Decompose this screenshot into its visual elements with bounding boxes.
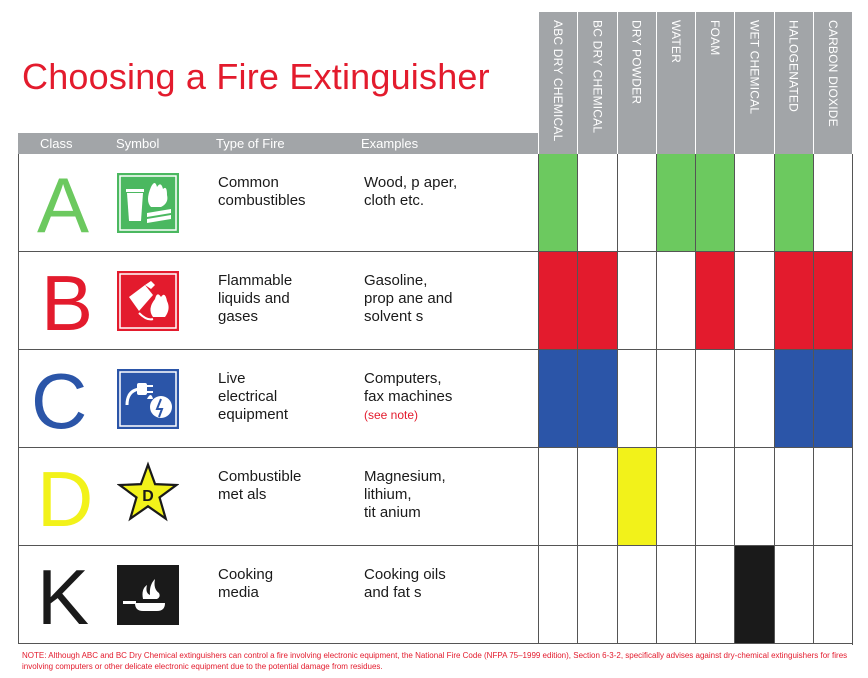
extinguisher-column-header: WET CHEMICAL <box>734 12 773 154</box>
examples: Gasoline, prop ane and solvent s <box>364 272 452 326</box>
see-note-link: (see note) <box>364 408 419 422</box>
examples-text: Computers, fax machines <box>364 370 453 405</box>
extinguisher-column-header: BC DRY CHEMICAL <box>577 12 616 154</box>
incompatible-cell <box>655 448 695 546</box>
fire-class-row: B Flammable liquids and gases Gasoline, pr… <box>18 252 538 350</box>
grid-right-border <box>852 154 853 645</box>
incompatible-cell <box>734 252 774 350</box>
extinguisher-name: WET CHEMICAL <box>747 20 762 115</box>
incompatible-cell <box>734 448 774 546</box>
incompatible-cell <box>773 546 813 644</box>
extinguisher-column-header: DRY POWDER <box>616 12 656 154</box>
extinguisher-name: DRY POWDER <box>629 20 644 105</box>
fuel-can-fire-icon <box>117 270 179 332</box>
extinguisher-column-header: WATER <box>655 12 695 154</box>
compatible-cell <box>695 252 735 350</box>
fire-class-row: C Live electrical equipment Computers, fax… <box>18 350 538 448</box>
compatible-cell <box>577 350 617 448</box>
incompatible-cell <box>812 448 852 546</box>
class-letter: K <box>37 553 90 641</box>
examples-text: Gasoline, prop ane and solvent s <box>364 272 453 325</box>
incompatible-cell <box>577 154 617 252</box>
incompatible-cell <box>616 252 656 350</box>
examples: Wood, p aper, cloth etc. <box>364 174 457 210</box>
incompatible-cell <box>695 350 735 448</box>
extinguisher-column-header: HALOGENATED <box>773 12 813 154</box>
type-of-fire: Common combustibles <box>218 174 306 209</box>
incompatible-cell <box>655 350 695 448</box>
class-letter: B <box>41 259 94 347</box>
incompatible-cell <box>577 546 617 644</box>
type-of-fire: Combustible met als <box>218 468 302 503</box>
table-header-bar: Class Symbol Type of Fire Examples <box>18 133 538 154</box>
type-of-fire: Flammable liquids and gases <box>218 272 293 325</box>
header-symbol: Symbol <box>116 136 160 151</box>
extinguisher-name: FOAM <box>708 20 722 56</box>
compatible-cell <box>538 154 578 252</box>
extinguisher-column-header: CARBON DIOXIDE <box>812 12 852 154</box>
incompatible-cell <box>734 154 774 252</box>
extinguisher-name: HALOGENATED <box>786 20 801 112</box>
header-class: Class <box>40 136 73 151</box>
incompatible-cell <box>616 350 656 448</box>
incompatible-cell <box>655 546 695 644</box>
class-letter: C <box>31 357 88 445</box>
electrical-plug-fire-icon <box>117 368 179 430</box>
extinguisher-name: ABC DRY CHEMICAL <box>551 20 565 142</box>
header-examples: Examples <box>361 136 419 151</box>
examples: Cooking oils and fat s <box>364 566 446 602</box>
extinguisher-column-header: ABC DRY CHEMICAL <box>538 12 577 154</box>
footnote: NOTE: Although ABC and BC Dry Chemical e… <box>22 651 848 671</box>
incompatible-cell <box>812 154 852 252</box>
examples-text: Magnesium, lithium, tit anium <box>364 468 446 521</box>
incompatible-cell <box>655 252 695 350</box>
compatible-cell <box>577 252 617 350</box>
svg-text:D: D <box>142 488 154 505</box>
compatible-cell <box>734 546 774 644</box>
compatible-cell <box>538 350 578 448</box>
compatible-cell <box>695 154 735 252</box>
fire-class-row: K Cooking media Cooking oils and fat s <box>18 546 538 644</box>
examples: Magnesium, lithium, tit anium <box>364 468 446 522</box>
header-type-of-fire: Type of Fire <box>216 136 285 151</box>
incompatible-cell <box>773 448 813 546</box>
incompatible-cell <box>616 154 656 252</box>
star-d-icon: D <box>117 461 179 524</box>
compatible-cell <box>538 252 578 350</box>
incompatible-cell <box>695 546 735 644</box>
class-letter: A <box>37 161 90 249</box>
incompatible-cell <box>734 350 774 448</box>
examples-text: Cooking oils and fat s <box>364 566 446 601</box>
compatible-cell <box>655 154 695 252</box>
incompatible-cell <box>616 546 656 644</box>
extinguisher-name: CARBON DIOXIDE <box>825 20 840 127</box>
page-title: Choosing a Fire Extinguisher <box>22 56 490 97</box>
incompatible-cell <box>695 448 735 546</box>
incompatible-cell <box>812 546 852 644</box>
examples: Computers, fax machines (see note) <box>364 370 452 424</box>
fire-class-row: A Common combustibles Wood, p aper, cloth … <box>18 154 538 252</box>
compatible-cell <box>773 252 813 350</box>
incompatible-cell <box>577 448 617 546</box>
type-of-fire: Cooking media <box>218 566 274 601</box>
compatible-cell <box>773 154 813 252</box>
extinguisher-name: WATER <box>668 20 683 63</box>
frying-pan-fire-icon <box>117 564 179 626</box>
incompatible-cell <box>538 546 578 644</box>
compatible-cell <box>812 350 852 448</box>
extinguisher-column-header: FOAM <box>695 12 734 154</box>
compatible-cell <box>812 252 852 350</box>
extinguisher-name: BC DRY CHEMICAL <box>590 20 605 134</box>
fire-class-row: D D Combustible met als Magnesium, lithium,… <box>18 448 538 546</box>
incompatible-cell <box>538 448 578 546</box>
type-of-fire: Live electrical equipment <box>218 370 289 423</box>
compatible-cell <box>616 448 656 546</box>
trash-and-wood-fire-icon <box>117 172 179 234</box>
class-letter: D <box>37 455 94 543</box>
compatible-cell <box>773 350 813 448</box>
examples-text: Wood, p aper, cloth etc. <box>364 174 458 209</box>
